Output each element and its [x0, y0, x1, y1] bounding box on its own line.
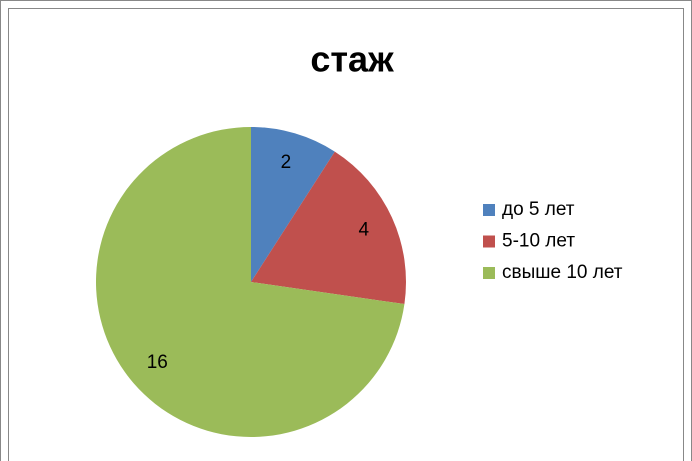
chart-title: стаж [310, 39, 394, 80]
legend-swatch [483, 235, 495, 248]
legend-swatch [483, 204, 495, 216]
legend-label: до 5 лет [502, 199, 575, 220]
data-label: 16 [147, 352, 168, 373]
legend-label: свыше 10 лет [502, 262, 623, 283]
legend-swatch [483, 267, 495, 279]
data-label: 4 [359, 220, 370, 241]
pie-slice [96, 127, 405, 437]
legend-label: 5-10 лет [502, 231, 575, 252]
pie-slice [251, 151, 406, 305]
data-label: 2 [281, 152, 292, 173]
pie-slice [251, 127, 335, 282]
